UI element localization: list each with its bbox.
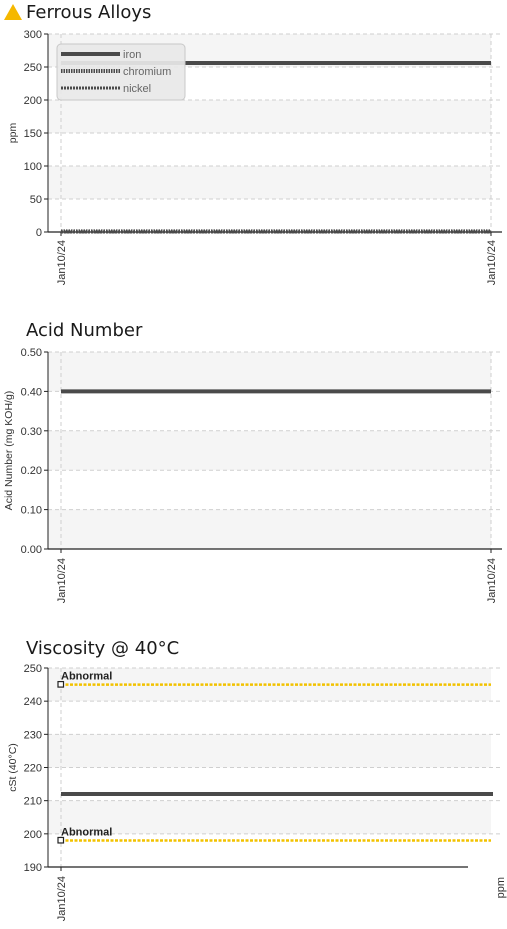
y-tick-label: 300	[24, 29, 42, 41]
y-tick-label: 230	[24, 729, 42, 741]
y-tick-label: 210	[24, 796, 42, 808]
chart-title: Viscosity @ 40°C	[26, 638, 180, 659]
y-tick-label: 0.40	[21, 386, 42, 398]
x-tick-label: Jan10/24	[486, 558, 498, 603]
viscosity-chart: Viscosity @ 40°C 190 200 210 220 230 240 250 cS…	[0, 630, 507, 929]
x-tick-label: Jan10/24	[56, 876, 68, 921]
chart-title: Ferrous Alloys	[26, 2, 152, 23]
grid-band	[48, 509, 491, 549]
y-tick-label: 0.50	[21, 347, 42, 359]
y-tick-label: 250	[24, 663, 42, 675]
y-tick-label: 190	[24, 862, 42, 874]
chart-title: Acid Number	[26, 320, 143, 341]
legend-label: chromium	[123, 66, 171, 78]
y-tick-label: 0.30	[21, 426, 42, 438]
x-tick-label: Jan10/24	[486, 240, 498, 285]
grid-band	[48, 800, 491, 834]
x-tick-label: Jan10/24	[56, 558, 68, 603]
y-tick-label: 0.00	[21, 544, 42, 556]
y-tick-label: 0	[36, 227, 42, 239]
grid-band	[48, 100, 491, 133]
y-axis-label: cSt (40°C)	[7, 743, 19, 792]
ferrous-alloys-plot: 0 50 100 150 200 250 300 ppm Jan10/24 Jan10/24 iro…	[7, 29, 502, 285]
y-tick-label: 50	[30, 194, 42, 206]
y-axis-label: Acid Number (mg KOH/g)	[3, 391, 15, 511]
y-tick-label: 200	[24, 829, 42, 841]
grid-band	[48, 166, 491, 199]
y-tick-label: 220	[24, 763, 42, 775]
limit-marker	[57, 836, 65, 844]
grid-band	[48, 734, 491, 768]
y-tick-label: 200	[24, 95, 42, 107]
grid-band	[48, 430, 491, 471]
y-tick-label: 100	[24, 161, 42, 173]
limit-label: Abnormal	[61, 671, 112, 683]
x-tick-label: Jan10/24	[56, 240, 68, 285]
legend-label: nickel	[123, 83, 151, 95]
right-edge-label: ppm	[495, 877, 507, 898]
legend-box	[56, 43, 186, 101]
y-tick-label: 250	[24, 62, 42, 74]
y-tick-label: 0.20	[21, 465, 42, 477]
viscosity-plot: 190 200 210 220 230 240 250 cSt (40°C) Jan10/24 A…	[7, 663, 507, 921]
warning-triangle-icon	[4, 4, 22, 20]
y-tick-label: 150	[24, 128, 42, 140]
grid-band	[48, 352, 491, 392]
y-tick-label: 240	[24, 696, 42, 708]
limit-label: Abnormal	[61, 826, 112, 838]
legend-label: iron	[123, 49, 141, 61]
acid-number-plot: 0.00 0.10 0.20 0.30 0.40 0.50 Acid Number (mg …	[3, 347, 502, 603]
limit-marker	[57, 680, 65, 688]
ferrous-alloys-chart: Ferrous Alloys 0 50 100 150 200 250 300 ppm Jan1…	[0, 0, 507, 310]
y-tick-label: 0.10	[21, 505, 42, 517]
acid-number-chart: Acid Number 0.00 0.10 0.20 0.30 0.40 0.50 Acid…	[0, 310, 507, 630]
y-axis-label: ppm	[7, 123, 19, 144]
